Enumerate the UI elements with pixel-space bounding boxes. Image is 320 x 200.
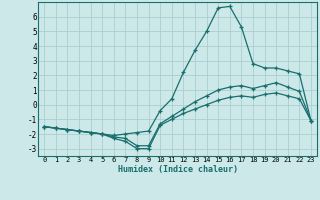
X-axis label: Humidex (Indice chaleur): Humidex (Indice chaleur) xyxy=(118,165,238,174)
